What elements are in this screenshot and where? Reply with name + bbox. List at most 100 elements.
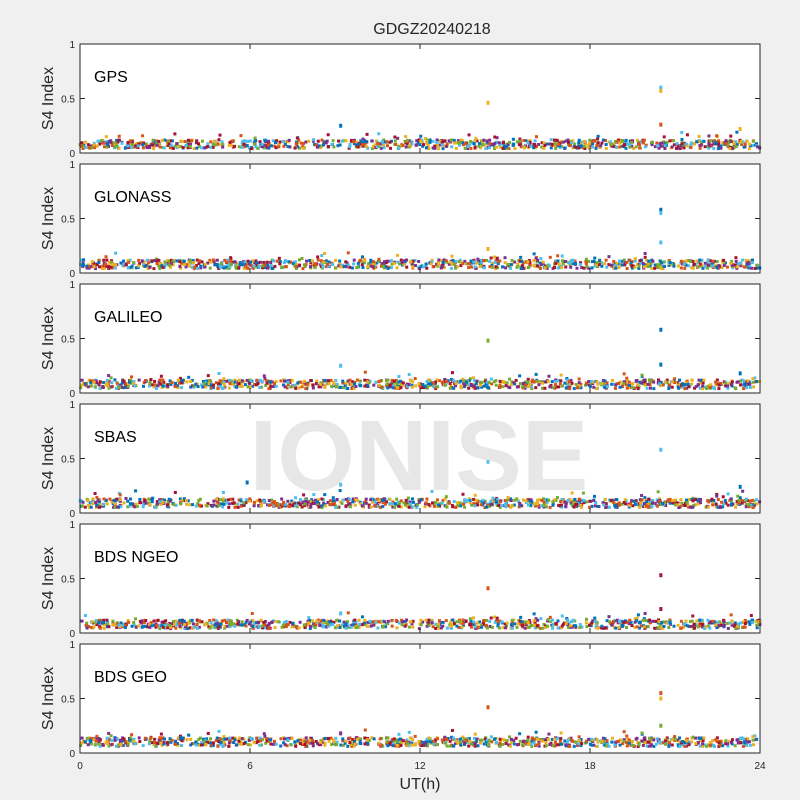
data-point: [338, 489, 342, 493]
data-point: [97, 503, 101, 507]
data-point: [335, 618, 339, 622]
data-point: [363, 384, 367, 388]
data-point: [371, 620, 375, 624]
data-point: [620, 263, 624, 267]
data-point: [163, 260, 167, 264]
data-point: [269, 264, 273, 268]
data-point: [367, 381, 371, 385]
data-point: [283, 385, 287, 389]
data-point: [646, 501, 650, 505]
data-point: [431, 625, 435, 629]
data-point: [188, 145, 192, 149]
data-point: [180, 381, 184, 385]
data-point: [740, 143, 744, 147]
data-point: [708, 139, 712, 143]
outlier-point: [339, 611, 343, 616]
data-point: [109, 139, 113, 143]
data-point: [706, 618, 710, 622]
data-point: [229, 623, 233, 627]
data-point: [334, 506, 338, 510]
data-point: [180, 743, 184, 747]
data-point: [461, 735, 465, 739]
data-point: [271, 385, 275, 389]
data-point: [731, 266, 735, 270]
data-point: [273, 626, 277, 630]
data-point: [665, 140, 669, 144]
data-point: [117, 623, 121, 627]
data-point: [585, 625, 589, 629]
data-point: [184, 625, 188, 629]
data-point: [633, 265, 637, 269]
data-point: [715, 134, 719, 138]
data-point: [372, 266, 376, 270]
data-point: [656, 618, 660, 622]
data-point: [216, 624, 220, 628]
data-point: [217, 371, 221, 375]
data-point: [556, 266, 560, 270]
data-point: [430, 489, 434, 493]
data-point: [457, 620, 461, 624]
data-point: [515, 140, 519, 144]
data-point: [729, 613, 733, 617]
data-point: [339, 265, 343, 269]
data-point: [730, 619, 734, 623]
data-point: [364, 144, 368, 148]
data-point: [573, 497, 577, 501]
data-point: [731, 139, 735, 143]
data-point: [716, 498, 720, 502]
data-point: [514, 378, 518, 382]
data-point: [598, 259, 602, 263]
data-point: [707, 146, 711, 150]
data-point: [739, 139, 743, 143]
data-point: [684, 619, 688, 623]
data-point: [350, 138, 354, 142]
data-point: [558, 382, 562, 386]
data-point: [386, 386, 390, 390]
data-point: [689, 143, 693, 147]
data-point: [695, 619, 699, 623]
data-point: [277, 505, 281, 509]
data-point: [506, 143, 510, 147]
data-point: [245, 618, 249, 622]
data-point: [487, 146, 491, 150]
data-point: [667, 263, 671, 267]
data-point: [178, 259, 182, 263]
data-point: [590, 140, 594, 144]
data-point: [174, 381, 178, 385]
data-point: [500, 620, 504, 624]
data-point: [653, 501, 657, 505]
data-point: [508, 265, 512, 269]
data-point: [468, 377, 472, 381]
data-point: [159, 502, 163, 506]
data-point: [685, 144, 689, 148]
data-point: [240, 145, 244, 149]
data-point: [659, 502, 663, 506]
data-point: [141, 505, 145, 509]
data-point: [728, 621, 732, 625]
data-point: [214, 619, 218, 623]
data-point: [639, 624, 643, 628]
data-point: [294, 262, 298, 266]
data-point: [478, 142, 482, 146]
data-point: [257, 624, 261, 628]
data-point: [440, 501, 444, 505]
data-point: [81, 263, 85, 267]
data-point: [342, 624, 346, 628]
data-point: [577, 384, 581, 388]
data-point: [214, 626, 218, 630]
data-point: [577, 141, 581, 145]
data-point: [393, 135, 397, 139]
data-point: [204, 385, 208, 389]
data-point: [436, 260, 440, 264]
data-point: [524, 383, 528, 387]
data-point: [324, 259, 328, 263]
data-point: [327, 381, 331, 385]
data-point: [206, 261, 210, 265]
data-point: [145, 258, 149, 262]
data-point: [621, 742, 625, 746]
data-point: [426, 622, 430, 626]
data-point: [197, 144, 201, 148]
data-point: [518, 739, 522, 743]
data-point: [307, 616, 311, 620]
